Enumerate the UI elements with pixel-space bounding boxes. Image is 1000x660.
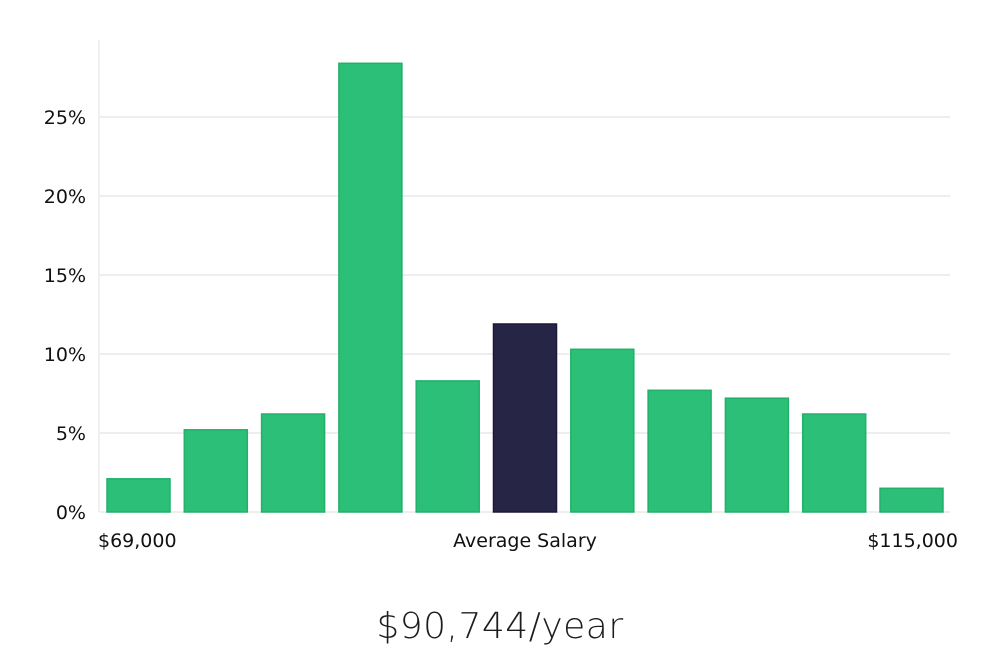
- x-axis-title: Average Salary: [453, 530, 597, 552]
- bar: [415, 380, 480, 513]
- salary-histogram: 0%5%10%15%20%25% $69,000 Average Salary …: [44, 40, 958, 552]
- bars: [106, 62, 944, 513]
- y-tick-label: 10%: [44, 344, 86, 366]
- average-salary-headline: $90,744/year: [376, 606, 624, 647]
- bar: [647, 389, 712, 513]
- bar-average-highlight: [492, 323, 558, 513]
- y-tick-label: 25%: [44, 107, 86, 129]
- bar: [338, 62, 403, 513]
- y-tick-label: 0%: [56, 502, 86, 524]
- x-max-label: $115,000: [867, 530, 958, 552]
- bar: [106, 478, 171, 513]
- y-tick-label: 20%: [44, 186, 86, 208]
- bar: [570, 348, 635, 513]
- y-tick-labels: 0% 5% 10% 15% 20% 25%: [44, 107, 86, 524]
- x-min-label: $69,000: [98, 530, 177, 552]
- y-tick-label: 15%: [44, 265, 86, 287]
- bar: [183, 429, 249, 513]
- y-tick-label: 5%: [56, 423, 86, 445]
- bar: [724, 397, 790, 513]
- bar: [801, 413, 867, 513]
- bar: [879, 487, 944, 513]
- bar: [260, 413, 326, 513]
